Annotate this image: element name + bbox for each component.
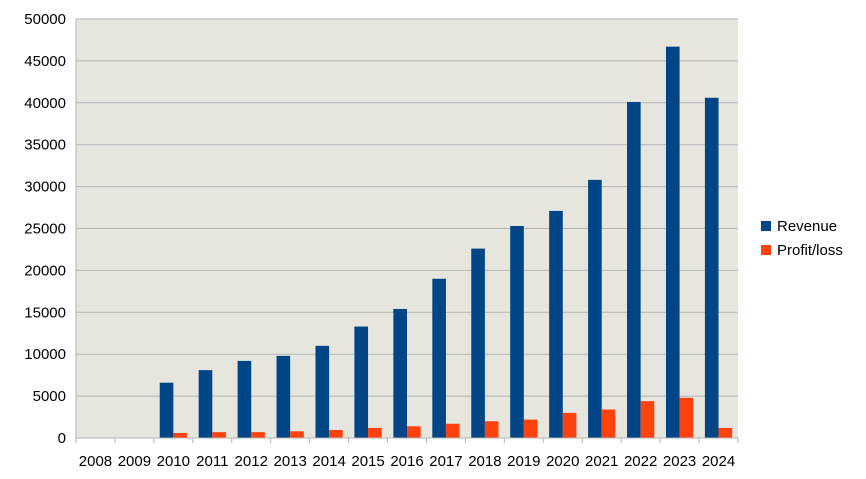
legend-label: Profit/loss bbox=[777, 242, 843, 259]
y-tick-label: 45000 bbox=[24, 53, 66, 70]
bar-profit-loss-2018 bbox=[484, 421, 499, 438]
legend: Revenue Profit/loss bbox=[761, 218, 843, 259]
x-tick-label: 2011 bbox=[196, 453, 228, 470]
x-tick-label: 2018 bbox=[468, 453, 501, 470]
y-tick-label: 35000 bbox=[24, 137, 66, 154]
bar-profit-loss-2016 bbox=[407, 426, 421, 438]
bar-profit-loss-2012 bbox=[251, 432, 265, 438]
y-tick-label: 0 bbox=[58, 430, 66, 447]
x-tick-label: 2023 bbox=[663, 453, 696, 470]
bar-profit-loss-2011 bbox=[212, 432, 226, 438]
bar-revenue-2012 bbox=[237, 360, 252, 438]
y-tick-label: 30000 bbox=[24, 179, 66, 196]
x-tick-label: 2013 bbox=[273, 453, 306, 470]
x-tick-label: 2012 bbox=[235, 453, 268, 470]
x-tick-label: 2015 bbox=[351, 453, 384, 470]
y-tick-label: 5000 bbox=[33, 388, 66, 405]
bar-revenue-2010 bbox=[159, 382, 174, 438]
bar-revenue-2014 bbox=[315, 345, 330, 438]
bar-profit-loss-2024 bbox=[718, 427, 733, 438]
legend-label: Revenue bbox=[777, 218, 837, 235]
x-axis-ticks: 2008 2009 2010 2011 2012 2013 2014 2015 2016 2017… bbox=[75, 437, 739, 470]
x-tick-label: 2019 bbox=[507, 453, 540, 470]
x-tick-label: 2016 bbox=[390, 453, 423, 470]
y-tick-label: 15000 bbox=[24, 304, 66, 321]
x-tick-label: 2014 bbox=[312, 453, 345, 470]
x-tick-label: 2022 bbox=[624, 453, 657, 470]
bar-revenue-2013 bbox=[276, 355, 291, 438]
y-axis-ticks: 0 5000 10000 15000 20000 25000 30000 35000 40000… bbox=[24, 11, 66, 447]
x-tick-label: 2010 bbox=[157, 453, 190, 470]
y-tick-label: 20000 bbox=[24, 262, 66, 279]
bar-revenue-2015 bbox=[354, 326, 369, 438]
bar-revenue-2024 bbox=[704, 97, 719, 438]
bar-profit-loss-2017 bbox=[445, 423, 460, 438]
y-tick-label: 40000 bbox=[24, 95, 66, 112]
bar-revenue-2017 bbox=[432, 278, 446, 438]
x-tick-label: 2009 bbox=[118, 453, 151, 470]
x-tick-label: 2017 bbox=[429, 453, 462, 470]
bar-revenue-2023 bbox=[665, 46, 680, 439]
bar-profit-loss-2010 bbox=[173, 432, 187, 438]
bar-profit-loss-2015 bbox=[368, 427, 382, 438]
bar-revenue-2022 bbox=[627, 101, 641, 438]
y-tick-label: 10000 bbox=[24, 346, 66, 363]
x-tick-label: 2021 bbox=[585, 453, 618, 470]
bar-profit-loss-2022 bbox=[640, 401, 655, 438]
bar-profit-loss-2013 bbox=[290, 431, 304, 438]
bar-profit-loss-2023 bbox=[679, 397, 694, 438]
bar-revenue-2021 bbox=[588, 179, 602, 438]
bar-profit-loss-2014 bbox=[329, 430, 343, 438]
x-tick-label: 2020 bbox=[546, 453, 579, 470]
bar-revenue-2016 bbox=[393, 308, 407, 438]
bar-profit-loss-2021 bbox=[601, 409, 616, 438]
x-tick-label: 2024 bbox=[702, 453, 735, 470]
y-tick-label: 25000 bbox=[24, 221, 66, 238]
x-tick-label: 2008 bbox=[79, 453, 112, 470]
legend-swatch bbox=[761, 245, 771, 255]
bar-revenue-2019 bbox=[510, 225, 524, 438]
bars bbox=[159, 46, 733, 439]
bar-profit-loss-2020 bbox=[562, 412, 577, 438]
bar-revenue-2011 bbox=[198, 370, 213, 438]
bar-revenue-2018 bbox=[471, 248, 485, 438]
bar-profit-loss-2019 bbox=[523, 419, 538, 438]
bar-revenue-2020 bbox=[549, 210, 563, 438]
y-tick-label: 50000 bbox=[24, 11, 66, 28]
legend-swatch bbox=[761, 221, 771, 231]
